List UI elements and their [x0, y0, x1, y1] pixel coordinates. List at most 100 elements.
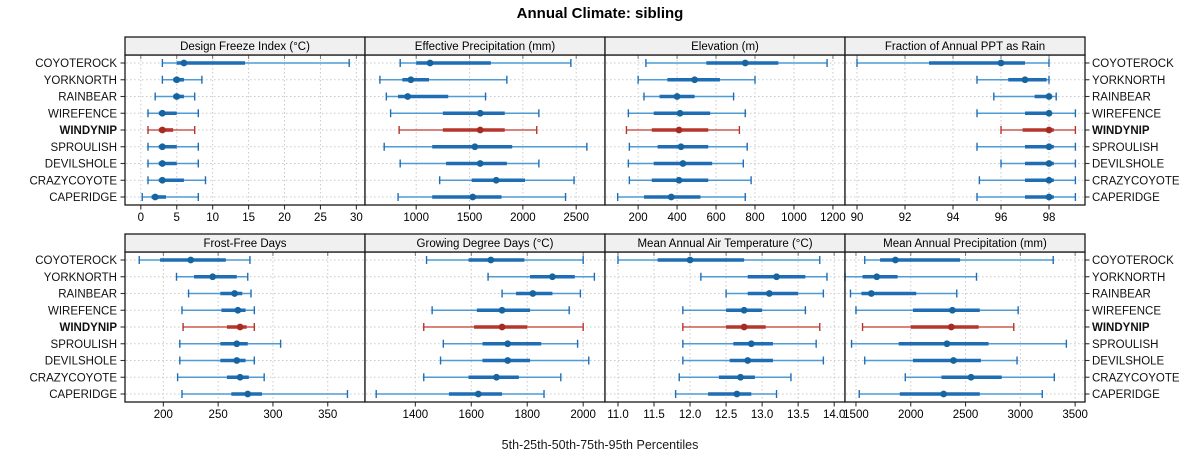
series-coyoterock — [161, 59, 350, 67]
panel-mean-annual-air-temperature-c: 11.0 11.5 12.0 12.5 13.0 13.5 14.0 Mean Annual … — [604, 233, 846, 421]
site-label-left-coyoterock: COYOTEROCK — [35, 58, 117, 70]
x-tick-label: 350 — [318, 409, 337, 421]
x-tick-label: 12.5 — [715, 409, 737, 421]
x-tick-label: 1400 — [403, 409, 429, 421]
panel-effective-precipitation-mm: 1000 1500 2000 2500 Effective Precipitation … — [364, 36, 606, 224]
site-label-right-rainbear: RAINBEAR — [1092, 92, 1151, 104]
site-label-left-rainbear: RAINBEAR — [58, 289, 117, 301]
site-label-right-wirefence: WIREFENCE — [1092, 108, 1161, 120]
median-dot — [740, 306, 748, 314]
median-dot — [469, 193, 477, 201]
median-dot — [180, 59, 188, 67]
x-tick-label: 2500 — [563, 212, 589, 224]
median-dot — [997, 59, 1005, 67]
x-tick-label: 2000 — [570, 409, 596, 421]
site-label-right-wirefence: WIREFENCE — [1092, 305, 1161, 317]
median-dot — [476, 126, 484, 134]
site-label-right-yorknorth: YORKNORTH — [1092, 75, 1165, 87]
site-label-left-windynip: WINDYNIP — [60, 125, 118, 137]
site-label-right-yorknorth: YORKNORTH — [1092, 272, 1165, 284]
x-tick-label: 13.0 — [751, 409, 773, 421]
median-dot — [187, 256, 195, 264]
series-wirefence — [389, 109, 540, 118]
series-yorknorth — [379, 75, 508, 84]
series-caperidge — [976, 193, 1077, 201]
series-coyoterock — [856, 59, 1050, 67]
x-tick-label: 600 — [706, 212, 725, 224]
page-title: Annual Climate: sibling — [516, 5, 684, 22]
median-dot — [504, 357, 512, 364]
median-dot — [492, 176, 500, 184]
strip-title: Effective Precipitation (mm) — [415, 41, 556, 53]
series-wirefence — [976, 109, 1077, 118]
site-label-left-caperidge: CAPERIDGE — [49, 192, 117, 204]
x-tick-label: 200 — [629, 212, 648, 224]
median-dot — [1045, 193, 1053, 201]
x-tick-label: 10 — [206, 212, 219, 224]
x-tick-label: 92 — [899, 212, 912, 224]
panel-mean-annual-precipitation-mm: 1500 2000 2500 3000 3500 Mean Annual Precipit… — [843, 233, 1090, 421]
series-yorknorth — [161, 75, 203, 84]
panel-frost-free-days: 200 250 300 350 Frost-Free Days — [120, 233, 366, 421]
median-dot — [737, 373, 744, 381]
series-windynip — [861, 323, 1015, 331]
median-dot — [234, 306, 242, 314]
x-tick-label: 12.0 — [679, 409, 701, 421]
median-dot — [1045, 176, 1053, 184]
site-label-right-windynip: WINDYNIP — [1092, 322, 1150, 334]
series-rainbear — [154, 92, 196, 101]
median-dot — [158, 109, 166, 117]
series-crazycoyote — [628, 176, 752, 185]
median-dot — [1045, 109, 1053, 117]
series-crazycoyote — [678, 373, 792, 382]
median-dot — [498, 306, 506, 314]
x-tick-label: 2500 — [953, 409, 979, 421]
median-dot — [892, 256, 899, 264]
x-tick-label: 14.0 — [823, 409, 845, 421]
site-label-left-crazycoyote: CRAZYCOYOTE — [29, 372, 117, 384]
median-dot — [487, 256, 495, 264]
site-label-right-crazycoyote: CRAZYCOYOTE — [1092, 175, 1180, 187]
series-caperidge — [397, 193, 567, 201]
series-windynip — [625, 126, 741, 134]
site-label-right-rainbear: RAINBEAR — [1092, 289, 1151, 301]
median-dot — [1045, 143, 1053, 151]
series-rainbear — [187, 289, 252, 298]
x-tick-label: 20 — [278, 212, 291, 224]
x-tick-label: 13.5 — [787, 409, 809, 421]
x-tick-label: 30 — [350, 212, 363, 224]
median-dot — [773, 273, 780, 281]
x-tick-label: 250 — [209, 409, 228, 421]
median-dot — [1021, 76, 1029, 84]
series-windynip — [682, 323, 821, 331]
x-tick-label: 11.5 — [643, 409, 665, 421]
site-label-left-sproulish: SPROULISH — [51, 142, 117, 154]
series-devilshole — [439, 356, 590, 365]
panel-fraction-of-annual-ppt-as-rain: 90 92 94 96 98 Fraction of Annual PPT as Rain — [844, 36, 1090, 224]
strip-title: Elevation (m) — [691, 41, 759, 53]
x-tick-label: 1200 — [820, 212, 846, 224]
x-tick-label: 25 — [314, 212, 327, 224]
median-dot — [676, 109, 684, 117]
series-devilshole — [864, 356, 1018, 365]
median-dot — [404, 93, 412, 100]
median-dot — [1045, 126, 1053, 134]
series-coyoterock — [864, 256, 1054, 264]
panel-design-freeze-index-c: 0 5 10 15 20 25 30 Design Freeze Index (°C) — [120, 36, 366, 224]
x-tick-label: 5 — [174, 212, 180, 224]
site-label-right-coyoterock: COYOTEROCK — [1092, 58, 1174, 70]
series-caperidge — [674, 390, 778, 398]
median-dot — [967, 373, 975, 381]
strip-title: Growing Degree Days (°C) — [417, 238, 554, 250]
strip-title: Mean Annual Precipitation (mm) — [883, 238, 1047, 250]
series-caperidge — [858, 390, 1043, 398]
site-label-left-devilshole: DEVILSHOLE — [45, 159, 118, 171]
median-dot — [940, 390, 948, 398]
median-dot — [747, 340, 755, 348]
series-devilshole — [627, 159, 745, 168]
median-dot — [677, 143, 685, 151]
median-dot — [691, 76, 699, 84]
x-tick-label: 1500 — [843, 409, 869, 421]
series-coyoterock — [645, 59, 828, 67]
